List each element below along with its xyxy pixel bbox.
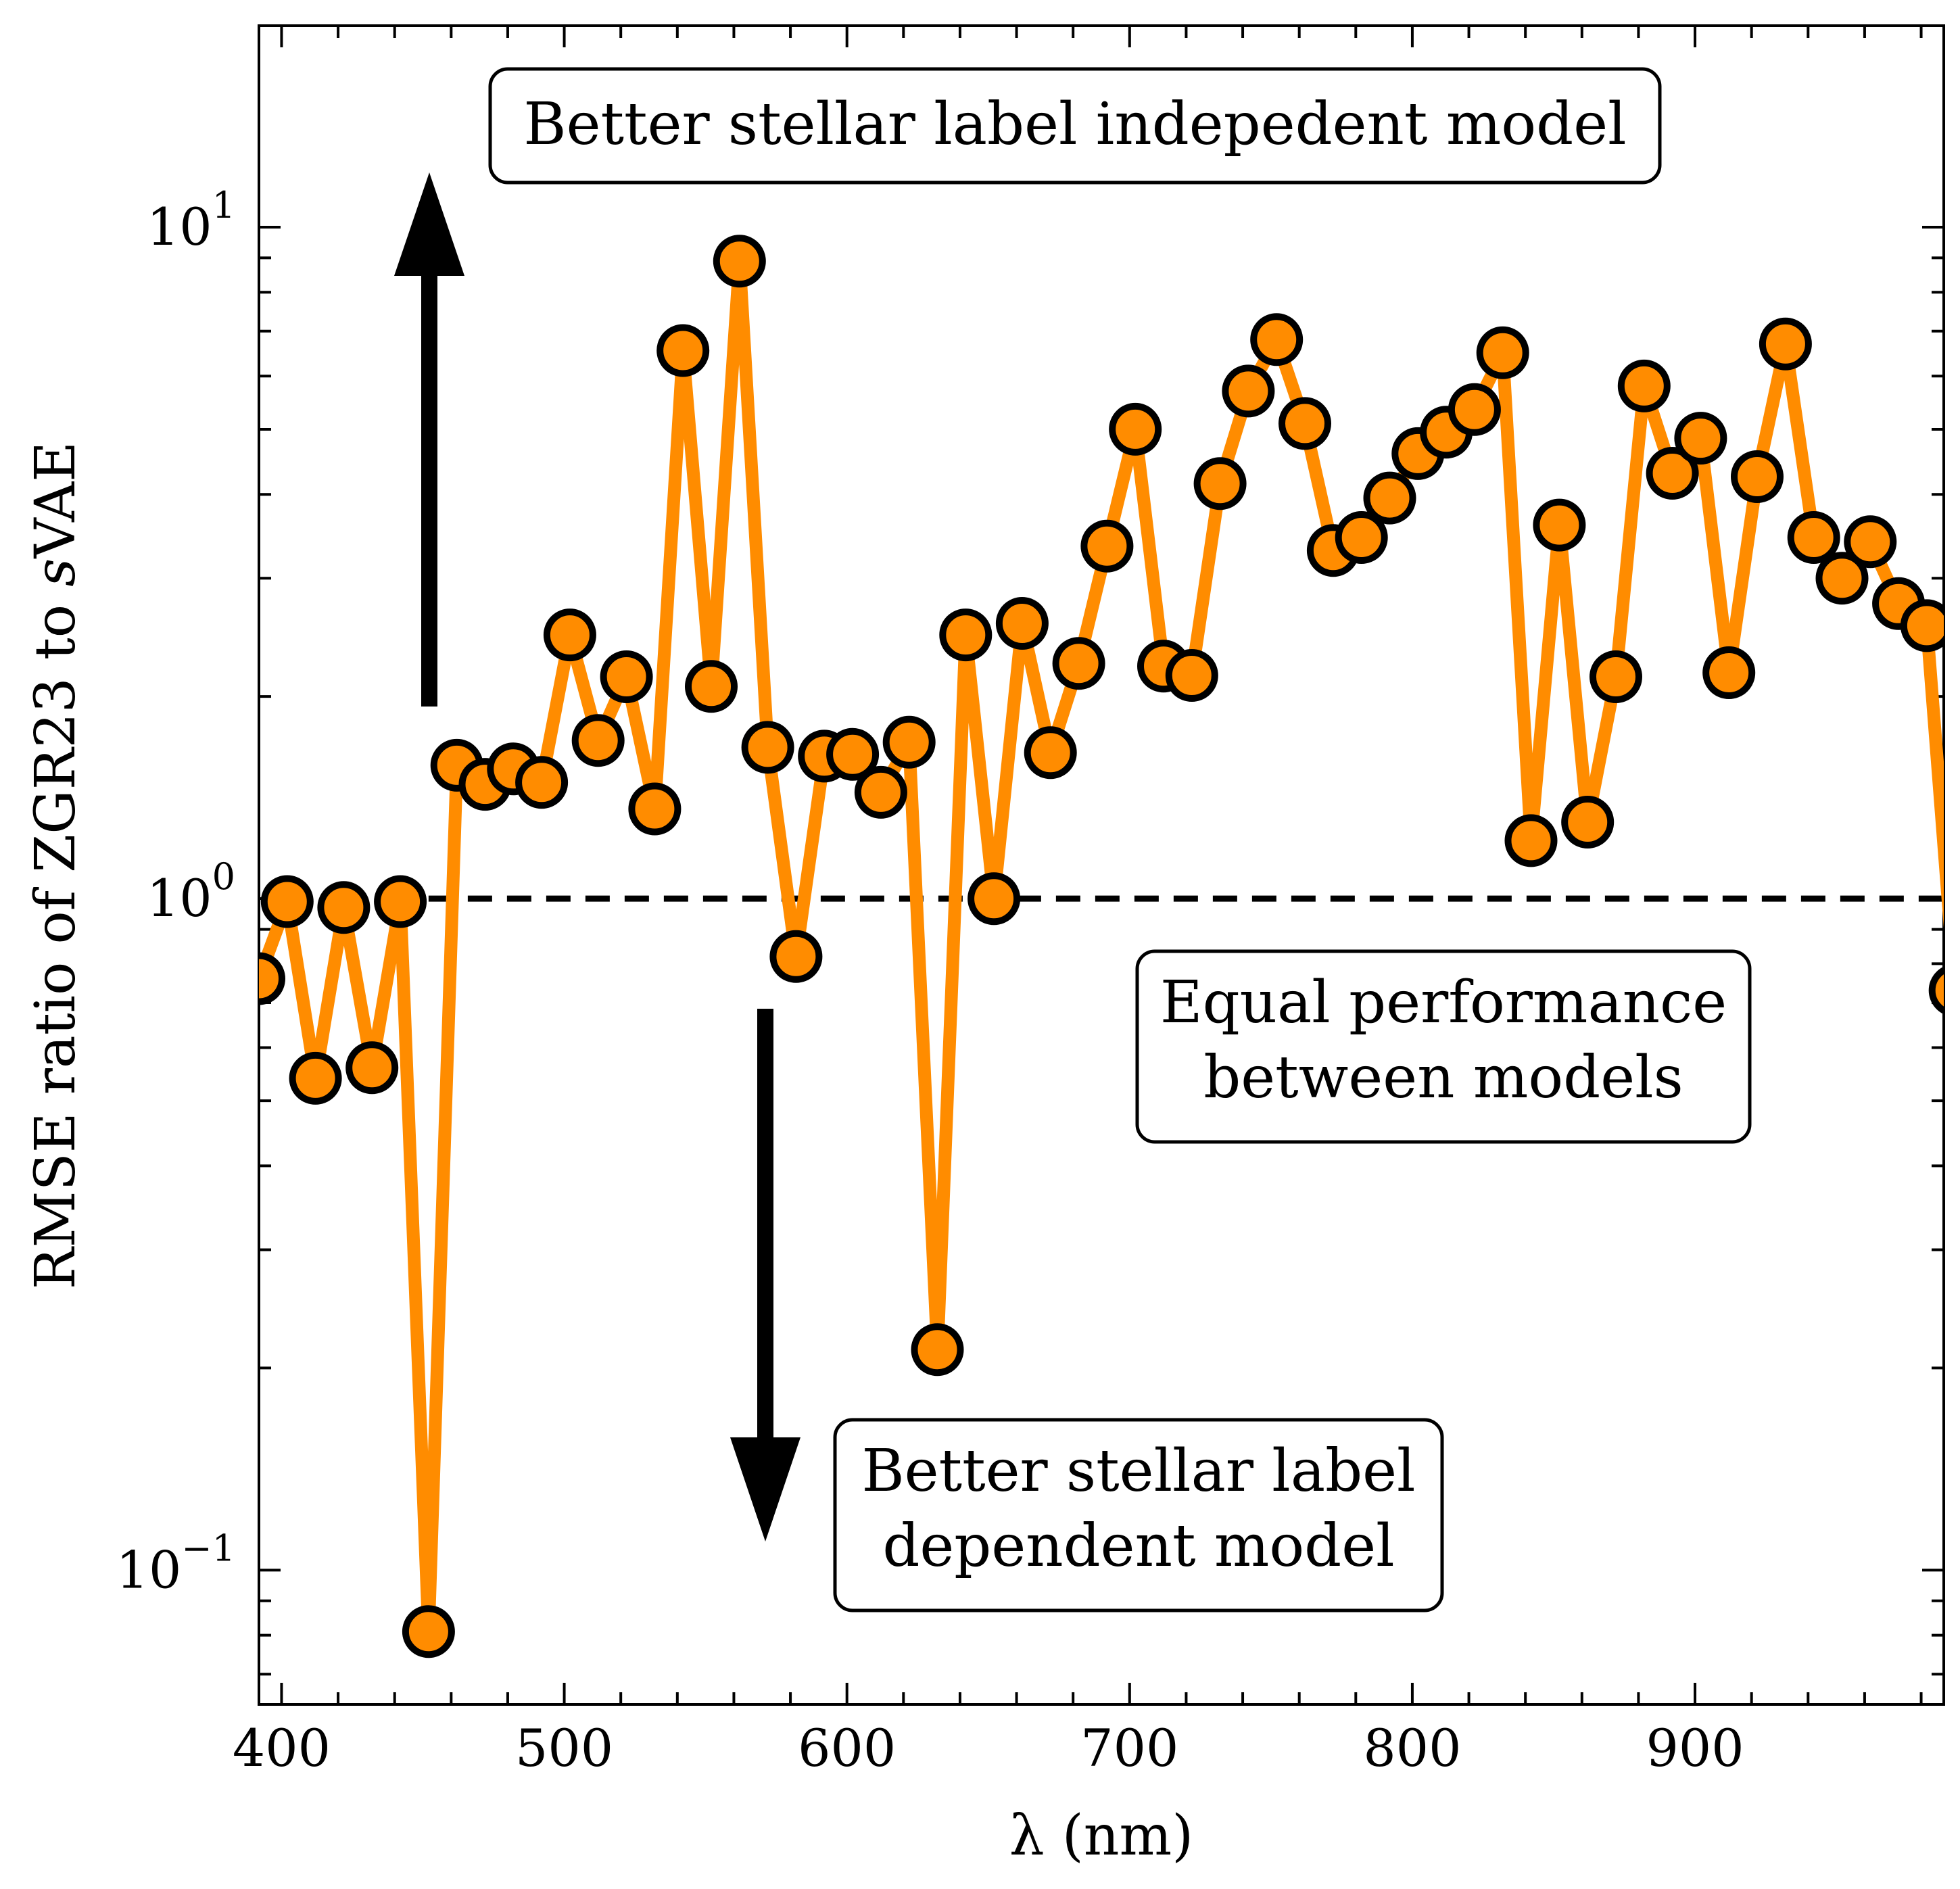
data-point [260,875,314,928]
data-point [939,608,993,662]
data-point [345,1041,399,1095]
data-point [571,714,625,767]
annotation-text-line-2: dependent model [882,1512,1394,1580]
data-point [713,235,766,288]
x-tick-label: 500 [515,1718,613,1778]
arrow-up [394,172,464,707]
data-point [1109,402,1162,456]
data-point [317,881,371,934]
data-point [1617,359,1671,412]
data-point [1222,364,1275,418]
data-point [1504,814,1558,867]
data-point [1250,313,1304,366]
annotation-text-line-1: Equal performance [1160,969,1727,1036]
data-point [600,650,653,703]
y-tick-label-exponent: 0 [212,855,235,898]
annotation-text: Better stellar label indepedent model [523,91,1626,158]
axis-ticks [259,26,1944,1704]
y-tick-label: 100 [147,855,235,928]
y-axis-label: RMSE ratio of ZGR23 to sVAE [24,441,88,1289]
data-point [259,952,285,1005]
data-point [1448,383,1501,436]
y-axis-label-part-3: VAE [24,441,88,559]
y-tick-label-base: 10 [116,1539,182,1600]
data-point [1900,599,1944,652]
arrow-up-head [394,172,464,276]
data-point [515,756,569,809]
data-point [882,715,936,769]
data-point [1787,511,1840,564]
data-point [374,875,427,928]
data-point [995,597,1049,650]
data-point [826,727,880,781]
annotation-equal-performance: Equal performance between models [1135,949,1752,1144]
y-tick-label-base: 10 [147,197,212,257]
data-point [628,782,682,836]
y-tick-label-base: 10 [147,868,212,928]
data-point [1589,650,1642,703]
data-point [543,608,596,662]
y-tick-label-exponent: 1 [212,184,235,226]
data-point [1533,498,1586,552]
x-tick-label: 700 [1080,1718,1178,1778]
data-point [911,1323,964,1377]
arrow-down-head [730,1437,800,1541]
data-point [1024,726,1077,780]
y-axis-label-part-1: RMSE ratio of ZGR23 to [24,587,88,1289]
data-point [402,1605,455,1658]
annotation-text-line-1: Better stellar label [861,1437,1415,1505]
x-tick-label: 600 [798,1718,896,1778]
data-point [1561,796,1615,848]
x-tick-label: 400 [233,1718,331,1778]
data-point [1759,317,1812,370]
arrow-down [730,1009,800,1541]
y-tick-label-exponent: −1 [181,1527,235,1569]
data-point [1165,649,1218,702]
x-axis-label: λ (nm) [1009,1804,1194,1868]
data-points [259,235,1944,1658]
data-point [1674,412,1727,465]
data-point [1844,515,1897,569]
y-axis-label-part-2: s [24,558,88,587]
data-point [1193,457,1247,510]
x-tick-label: 900 [1646,1718,1744,1778]
data-point [769,930,823,983]
annotation-text-line-2: between models [1203,1044,1683,1111]
data-point [741,721,794,774]
data-point [854,765,907,819]
data-point [967,872,1021,926]
data-point [656,324,710,377]
data-point [1363,471,1416,525]
data-point [1928,966,1944,1015]
y-tick-label: 101 [147,184,235,257]
data-point [1476,326,1529,379]
annotation-box [1135,949,1752,1144]
data-point [1335,511,1388,564]
data-point [685,660,738,713]
annotation-better-independent: Better stellar label indepedent model [488,67,1662,185]
data-point [289,1051,342,1105]
x-tick-labels: 400 500 600 700 800 900 [233,1718,1744,1778]
data-point [1815,552,1869,605]
annotation-better-dependent: Better stellar label dependent model [833,1418,1444,1612]
data-point [1278,397,1331,450]
annotation-box [833,1418,1444,1612]
data-point [1052,637,1105,690]
data-point [1702,646,1756,699]
data-point [1646,447,1699,500]
x-tick-label: 800 [1363,1718,1461,1778]
data-point [1731,450,1784,503]
y-tick-label: 10−1 [116,1527,235,1600]
annotation-box [488,67,1662,185]
data-point [1080,519,1134,573]
